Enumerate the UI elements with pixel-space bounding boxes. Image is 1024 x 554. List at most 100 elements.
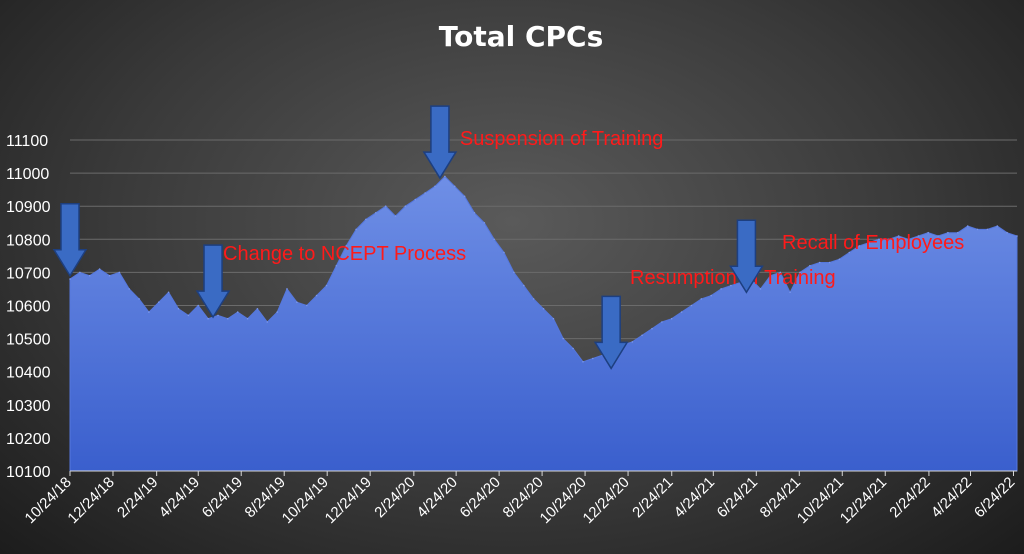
data-point <box>128 288 130 290</box>
data-point <box>562 337 564 340</box>
data-point <box>227 317 229 320</box>
x-axis: 10/24/1812/24/182/24/194/24/196/24/198/2… <box>22 470 1018 527</box>
data-point <box>818 261 821 264</box>
data-point <box>661 321 663 323</box>
x-tick-label: 10/24/21 <box>794 474 847 527</box>
y-tick-label: 10500 <box>6 332 51 349</box>
x-tick-label: 6/24/21 <box>714 474 761 521</box>
data-point <box>670 317 673 320</box>
data-point <box>779 271 782 274</box>
y-tick-label: 10700 <box>6 265 51 282</box>
x-tick-label: 6/24/19 <box>199 474 246 521</box>
annotation-arrow <box>422 105 458 180</box>
data-point <box>838 258 841 261</box>
data-point <box>88 274 91 277</box>
data-point <box>414 198 417 201</box>
data-point <box>256 308 259 310</box>
data-point <box>207 317 209 320</box>
data-point <box>917 235 920 237</box>
x-tick-label: 4/24/19 <box>156 474 203 521</box>
data-point <box>355 228 357 231</box>
annotation-arrow <box>729 219 764 294</box>
data-point <box>976 228 979 231</box>
data-point <box>296 301 298 304</box>
data-point <box>473 212 476 214</box>
data-point <box>375 212 377 214</box>
data-point <box>631 341 634 343</box>
data-point <box>592 357 594 360</box>
annotation-layer: Change to NCEPT Process Suspension of Tra… <box>52 105 964 370</box>
data-point <box>572 347 574 350</box>
data-point <box>1016 235 1018 237</box>
data-point <box>513 271 515 274</box>
y-tick-label: 11000 <box>6 166 49 183</box>
data-point <box>325 284 328 287</box>
data-point <box>384 205 387 207</box>
data-point <box>197 304 199 307</box>
data-point <box>759 288 762 290</box>
data-point <box>69 278 71 280</box>
x-tick-label: 6/24/20 <box>457 474 504 521</box>
data-point <box>266 321 269 323</box>
data-point <box>404 205 407 207</box>
data-point <box>720 288 722 290</box>
data-point <box>848 251 851 254</box>
data-point <box>453 185 456 188</box>
data-point <box>927 231 929 234</box>
data-point <box>966 225 969 227</box>
annotation-label: Resumption of Training <box>630 267 836 289</box>
x-tick-label: 10/24/19 <box>279 474 332 527</box>
data-point <box>493 238 496 241</box>
y-tick-label: 10400 <box>6 365 51 382</box>
data-point <box>138 298 140 300</box>
x-tick-label: 4/24/22 <box>928 474 975 521</box>
data-point <box>345 245 348 247</box>
data-point <box>434 185 436 188</box>
data-point <box>335 265 338 267</box>
data-point <box>858 245 860 247</box>
data-point <box>444 175 446 178</box>
data-point <box>957 231 959 234</box>
data-point <box>503 251 505 254</box>
data-point <box>888 238 890 241</box>
data-point <box>828 261 831 264</box>
data-point <box>187 314 190 317</box>
y-tick-label: 10200 <box>6 431 51 448</box>
data-point <box>217 314 219 317</box>
data-point <box>158 301 160 304</box>
data-point <box>680 311 683 313</box>
y-tick-label: 11100 <box>6 133 48 150</box>
y-tick-label: 10300 <box>6 398 51 415</box>
x-tick-label: 6/24/22 <box>971 474 1018 521</box>
data-point <box>167 291 170 294</box>
x-tick-label: 4/24/20 <box>414 474 461 521</box>
data-point <box>809 265 811 267</box>
x-tick-label: 12/24/21 <box>837 474 890 527</box>
data-point <box>177 308 180 310</box>
x-tick-label: 2/24/22 <box>886 474 933 521</box>
x-tick-label: 2/24/21 <box>629 474 676 521</box>
data-point <box>1006 231 1008 234</box>
data-point <box>98 268 101 270</box>
data-point <box>236 311 239 313</box>
y-axis: 10100 10200 10300 10400 10500 10600 10700 10800… <box>6 133 51 481</box>
data-point <box>365 218 367 221</box>
data-point <box>523 284 525 287</box>
data-point <box>878 238 880 241</box>
cpc-area <box>69 175 1018 472</box>
annotation-arrow <box>52 202 88 278</box>
x-tick-label: 2/24/19 <box>114 474 161 521</box>
data-point <box>947 231 949 234</box>
data-point <box>907 238 910 241</box>
x-tick-label: 12/24/19 <box>322 474 375 527</box>
y-tick-label: 10600 <box>6 299 51 316</box>
y-tick-label: 10800 <box>6 232 51 249</box>
data-point <box>79 271 81 274</box>
data-point <box>651 327 653 330</box>
data-point <box>483 222 486 224</box>
data-point <box>700 298 703 300</box>
data-point <box>315 294 318 297</box>
data-point <box>424 192 426 194</box>
data-point <box>542 308 545 310</box>
